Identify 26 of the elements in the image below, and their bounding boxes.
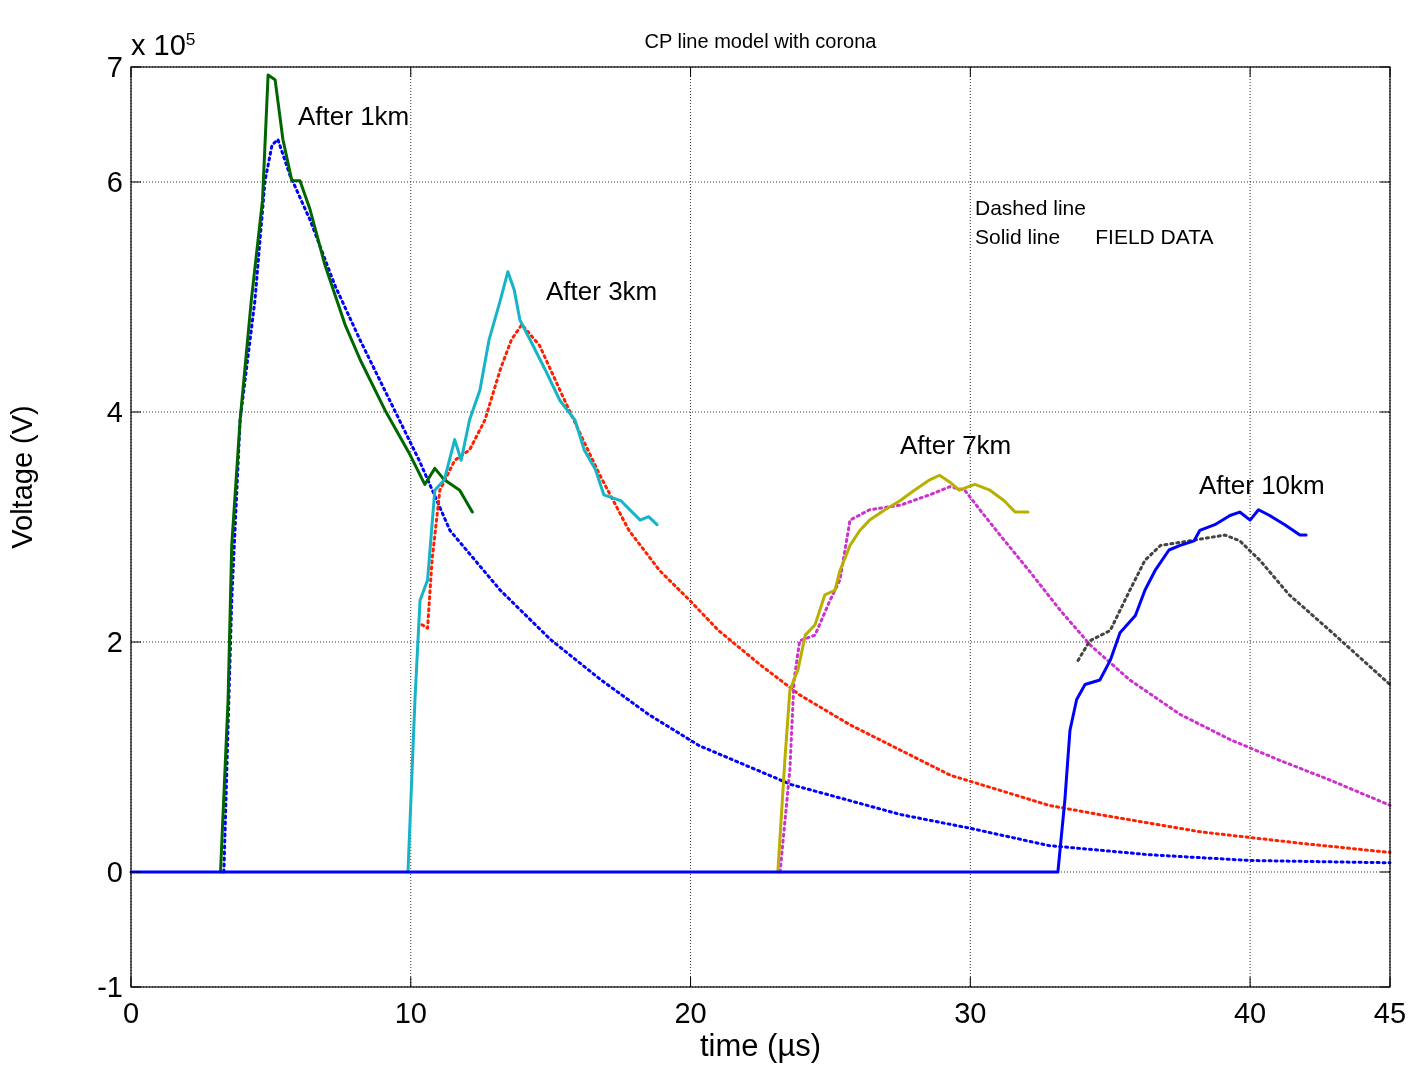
y-tick-label: 0 <box>106 856 123 888</box>
line-series <box>776 473 1030 874</box>
line-series <box>420 323 1392 854</box>
line-series <box>406 270 659 874</box>
y-tick-label: -1 <box>97 971 123 1003</box>
y-tick-label: 2 <box>106 626 123 658</box>
y-tick-label: 7 <box>106 51 123 83</box>
x-tick-label: 30 <box>954 997 987 1029</box>
x-tick-label: 20 <box>674 997 707 1029</box>
x-tick-label: 10 <box>394 997 427 1029</box>
x-axis-title: time (µs) <box>699 1028 822 1063</box>
y-tick-label: 6 <box>106 166 123 198</box>
y-tick-label: 4 <box>106 396 123 428</box>
line-series <box>219 73 474 874</box>
text: x 10$^{5}$ <box>131 29 196 61</box>
line-series <box>1076 533 1392 687</box>
annotation: Dashed line <box>975 196 1086 219</box>
annotation: Solid line FIELD DATA <box>975 225 1214 248</box>
annotation: After 7km <box>900 430 1012 460</box>
x-tick-label: 40 <box>1233 997 1267 1029</box>
annotation: After 1km <box>298 101 410 131</box>
y-axis-title: Voltage (V) <box>6 405 38 549</box>
annotation: After 3km <box>546 276 658 306</box>
x-tick-label: 45 <box>1373 997 1407 1029</box>
chart-title: CP line model with corona <box>644 30 878 52</box>
annotation: After 10km <box>1199 470 1325 500</box>
